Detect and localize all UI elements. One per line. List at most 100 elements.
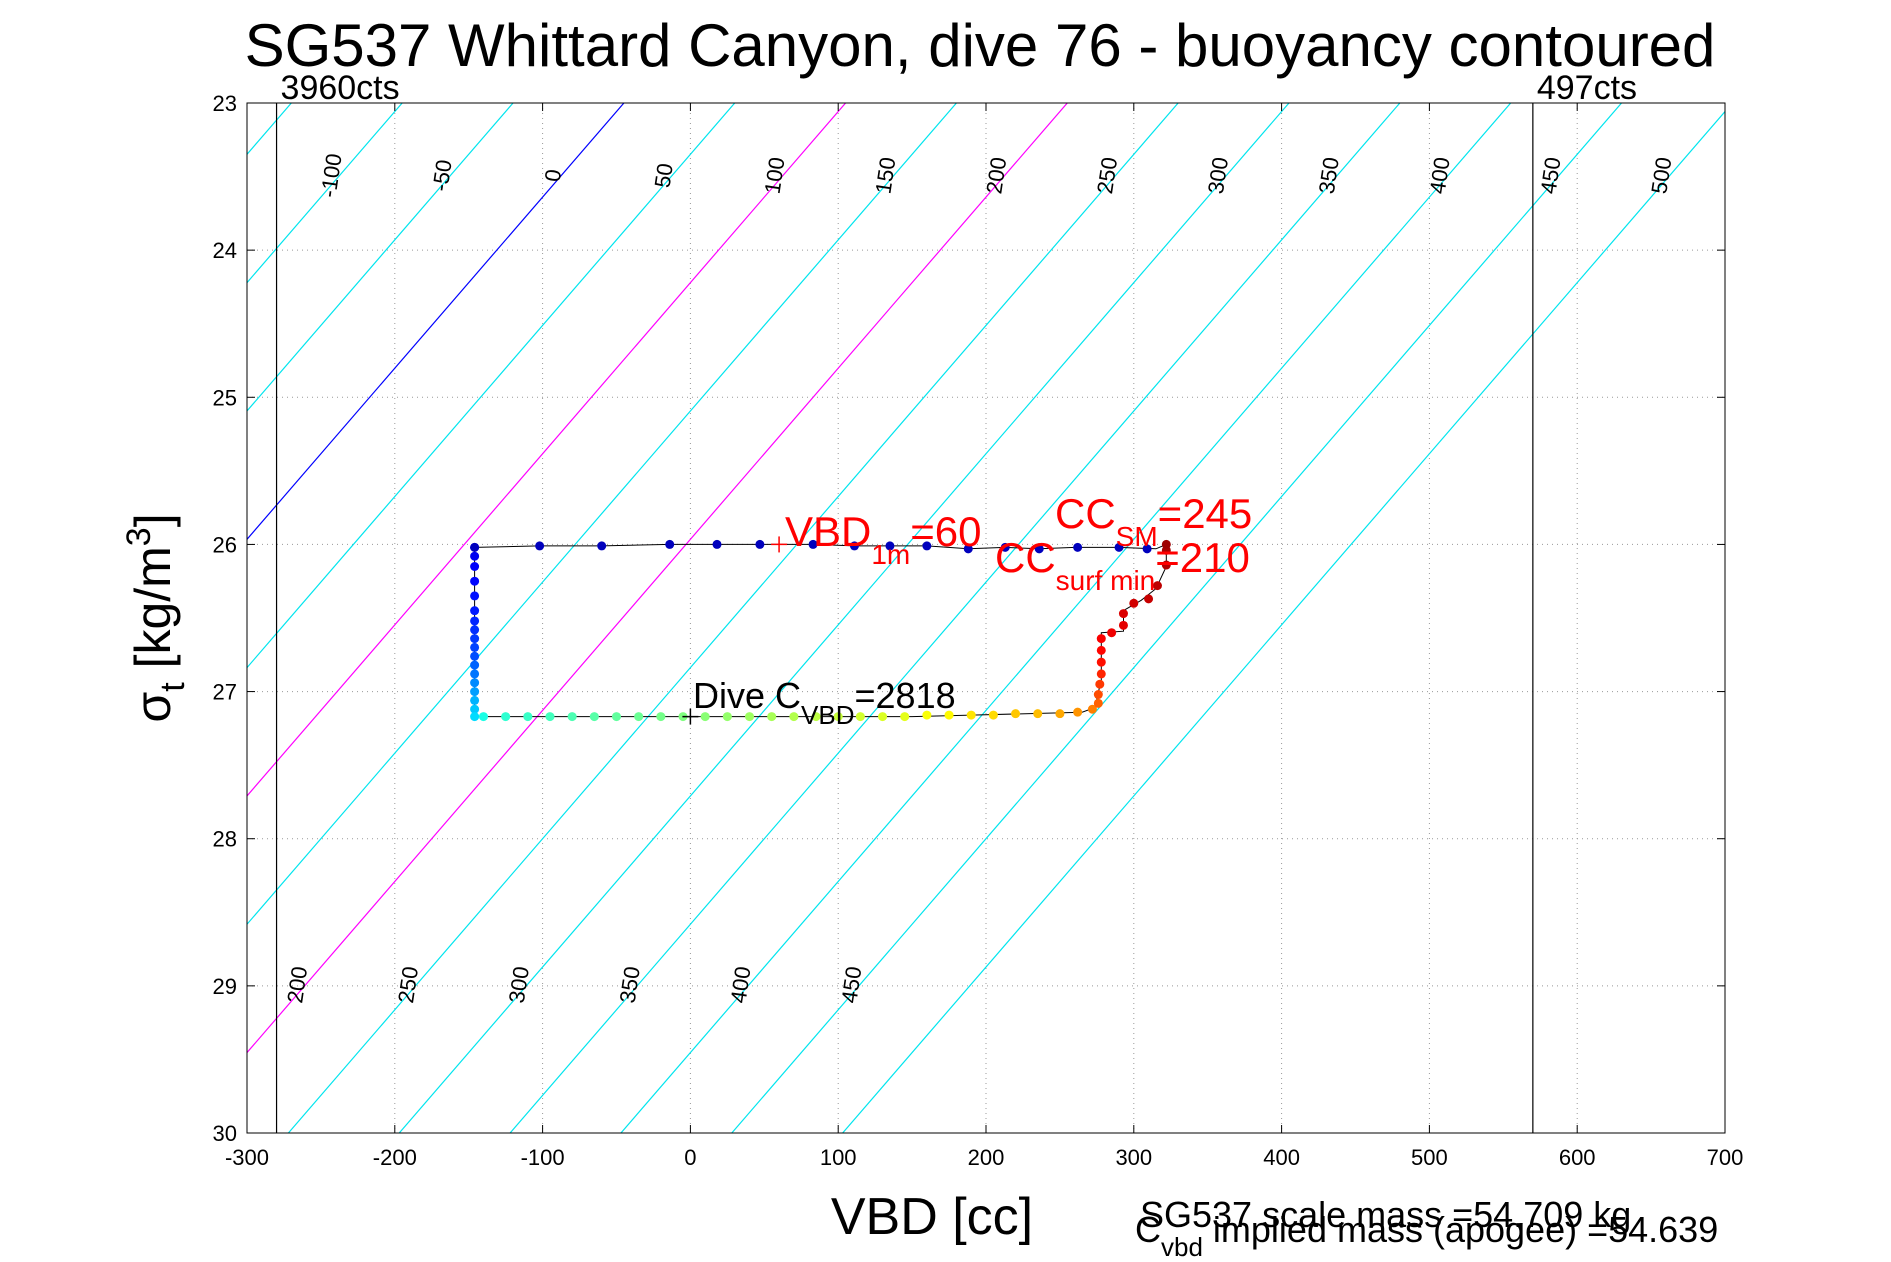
dive-point — [849, 541, 859, 551]
contour-label: 300 — [1203, 156, 1233, 196]
dive-point — [470, 669, 480, 679]
dive-point — [470, 695, 480, 705]
dive-point — [1107, 628, 1117, 638]
dive-point — [1118, 609, 1128, 619]
dive-cvbd-annotation: Dive CVBD=2818 — [693, 675, 956, 730]
x-tick-label: -100 — [521, 1145, 565, 1170]
dive-point — [1095, 679, 1105, 689]
grid — [247, 103, 1725, 1133]
contour-label: 0 — [540, 168, 567, 184]
dive-point — [612, 712, 621, 722]
y-tick-label: 23 — [213, 91, 237, 116]
contour-label: 100 — [760, 156, 790, 196]
dive-point — [885, 541, 895, 551]
dive-point — [833, 712, 843, 722]
contour-label: 200 — [981, 156, 1011, 196]
dive-point — [470, 606, 480, 616]
contour-line — [0, 103, 70, 1133]
dive-point — [1096, 669, 1106, 679]
contour-label: -50 — [427, 158, 456, 193]
x-tick-label: 600 — [1559, 1145, 1596, 1170]
y-tick-label: 25 — [213, 385, 237, 410]
x-tick-label: 300 — [1115, 1145, 1152, 1170]
contour-line — [247, 103, 957, 926]
dive-point — [470, 704, 480, 714]
dive-point — [1161, 539, 1171, 549]
dive-point — [470, 576, 480, 586]
contour-line — [247, 103, 625, 541]
y-axis-ticks: 23 24 25 26 27 28 29 30 — [213, 91, 1725, 1146]
dive-point — [656, 712, 666, 722]
implied-mass-note: Cvbd implied mass (apogee) =54.639 — [1135, 1209, 1718, 1262]
y-tick-label: 27 — [213, 680, 237, 705]
scale-mass-note: SG537 scale mass =54.709 kg — [1140, 1194, 1631, 1235]
x-tick-label: -200 — [373, 1145, 417, 1170]
x-tick-label: 400 — [1263, 1145, 1300, 1170]
y-tick-label: 28 — [213, 827, 237, 852]
x-axis-label: VBD [cc] — [831, 1188, 1033, 1246]
dive-point — [1161, 560, 1171, 570]
contour-line — [247, 103, 403, 284]
contour-label: 450 — [836, 965, 866, 1005]
dive-point — [470, 551, 480, 561]
y-label-sub: t — [154, 682, 192, 692]
contour-label: 400 — [726, 965, 756, 1005]
contour-label: 200 — [282, 965, 312, 1005]
dive-point — [501, 712, 511, 722]
dive-point — [944, 710, 954, 720]
contour-line — [509, 103, 1401, 1133]
contour-label: 350 — [615, 965, 645, 1005]
dive-point — [1093, 698, 1103, 708]
x-tick-label: 0 — [684, 1145, 696, 1170]
y-tick-label: 26 — [213, 532, 237, 557]
dive-point — [1129, 598, 1139, 608]
contour-label: 350 — [1314, 156, 1344, 196]
cc-sm-annotation: CCSM=245 — [1055, 490, 1252, 552]
contour-label: 500 — [1646, 156, 1676, 196]
dive-point — [966, 710, 976, 720]
dive-point — [1093, 690, 1103, 700]
dive-point — [470, 712, 480, 722]
contour-label: 250 — [393, 965, 423, 1005]
dive-point — [545, 712, 555, 722]
dive-point — [665, 539, 675, 549]
dive-point — [1073, 542, 1083, 552]
dive-point — [1011, 709, 1021, 719]
dive-point — [700, 712, 710, 722]
count-label: 3960cts — [281, 69, 400, 107]
count-lines: 3960cts 497cts — [275, 69, 1637, 1133]
dive-point — [597, 541, 607, 551]
count-label: 497cts — [1537, 69, 1637, 107]
contour-line — [842, 110, 1725, 1133]
dive-point — [811, 712, 821, 722]
cc-surf-min-annotation: CCsurf min=210 — [995, 534, 1250, 596]
dive-point — [535, 541, 545, 551]
contour-line — [247, 103, 1068, 1054]
dive-point — [470, 687, 480, 697]
contour-label: 400 — [1425, 156, 1455, 196]
contour-line — [287, 103, 1179, 1133]
x-axis-ticks: -300 -200 -100 0 100 200 300 400 500 600 700 — [225, 103, 1743, 1170]
contour-line — [247, 103, 736, 669]
dive-point — [900, 712, 910, 722]
dive-point — [470, 591, 480, 601]
dive-point — [1118, 620, 1128, 630]
dive-point — [470, 542, 480, 552]
dive-point — [589, 712, 599, 722]
contour-label: 150 — [870, 156, 900, 196]
y-tick-label: 29 — [213, 974, 237, 999]
dive-point — [470, 642, 480, 652]
dive-point — [1096, 657, 1106, 667]
dive-point — [1114, 542, 1124, 552]
x-tick-label: 200 — [968, 1145, 1005, 1170]
dive-point — [1144, 594, 1154, 604]
dive-point — [855, 712, 865, 722]
y-label-close: ] — [125, 513, 181, 527]
dive-point — [922, 541, 932, 551]
dive-point — [470, 660, 480, 670]
dive-point — [634, 712, 644, 722]
dive-point — [1055, 709, 1065, 719]
x-tick-label: 500 — [1411, 1145, 1448, 1170]
x-tick-label: -300 — [225, 1145, 269, 1170]
dive-point — [470, 616, 480, 626]
